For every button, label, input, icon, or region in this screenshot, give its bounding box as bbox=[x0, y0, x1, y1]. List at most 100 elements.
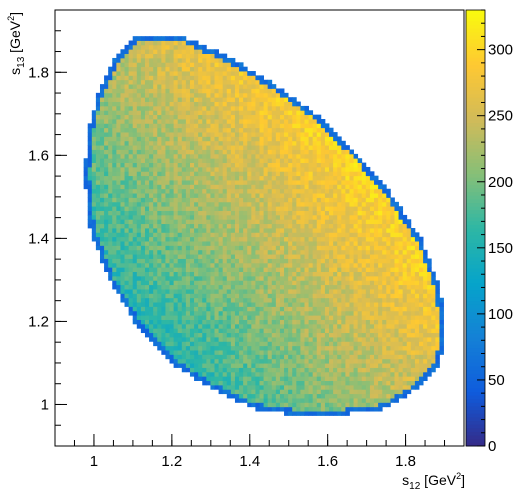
heatmap-cell bbox=[218, 232, 224, 238]
heatmap-cell bbox=[173, 140, 179, 146]
heatmap-cell bbox=[161, 149, 166, 155]
heatmap-cell bbox=[124, 119, 130, 124]
heatmap-cell bbox=[414, 232, 420, 238]
heatmap-cell bbox=[390, 293, 395, 299]
heatmap-cell bbox=[239, 119, 244, 124]
heatmap-cell bbox=[202, 245, 207, 251]
heatmap-cell bbox=[243, 101, 248, 107]
heatmap-cell bbox=[406, 249, 412, 255]
heatmap-cell bbox=[431, 297, 436, 303]
heatmap-cell bbox=[116, 245, 121, 251]
heatmap-cell bbox=[181, 358, 187, 364]
heatmap-cell bbox=[153, 323, 158, 329]
heatmap-cell bbox=[402, 354, 408, 360]
heatmap-cell bbox=[259, 119, 264, 124]
heatmap-cell bbox=[304, 162, 309, 168]
heatmap-cell bbox=[120, 228, 125, 233]
heatmap-cell bbox=[222, 271, 228, 277]
heatmap-cell bbox=[374, 188, 379, 194]
heatmap-cell bbox=[288, 228, 293, 233]
heatmap-cell bbox=[288, 184, 293, 190]
heatmap-cell bbox=[234, 371, 240, 377]
heatmap-cell bbox=[234, 376, 240, 381]
heatmap-cell bbox=[361, 341, 367, 347]
heatmap-cell bbox=[247, 350, 252, 355]
heatmap-cell bbox=[402, 376, 408, 381]
heatmap-cell bbox=[333, 175, 338, 181]
heatmap-cell bbox=[324, 193, 330, 198]
heatmap-cell bbox=[271, 228, 277, 233]
heatmap-cell bbox=[275, 406, 281, 412]
heatmap-cell bbox=[300, 337, 305, 342]
heatmap-cell bbox=[378, 384, 383, 390]
heatmap-cell bbox=[329, 162, 334, 168]
heatmap-cell bbox=[259, 153, 264, 159]
heatmap-cell bbox=[165, 149, 170, 155]
heatmap-cell bbox=[99, 136, 105, 142]
heatmap-cell bbox=[337, 393, 342, 399]
heatmap-cell bbox=[202, 180, 207, 185]
heatmap-cell bbox=[165, 345, 170, 351]
heatmap-cell bbox=[149, 275, 154, 281]
heatmap-cell bbox=[423, 271, 428, 277]
heatmap-cell bbox=[439, 332, 444, 338]
heatmap-cell bbox=[275, 245, 281, 251]
heatmap-cell bbox=[222, 210, 228, 216]
heatmap-cell bbox=[161, 254, 166, 259]
heatmap-cell bbox=[320, 280, 326, 286]
heatmap-cell bbox=[320, 171, 326, 177]
heatmap-cell bbox=[308, 132, 314, 137]
heatmap-cell bbox=[218, 289, 224, 294]
heatmap-cell bbox=[279, 354, 285, 360]
heatmap-cell bbox=[194, 123, 199, 129]
heatmap-cell bbox=[239, 358, 244, 364]
heatmap-cell bbox=[136, 193, 142, 198]
heatmap-cell bbox=[128, 206, 134, 211]
heatmap-cell bbox=[198, 214, 203, 220]
heatmap-cell bbox=[288, 232, 293, 238]
heatmap-cell bbox=[267, 162, 273, 168]
heatmap-cell bbox=[120, 241, 125, 246]
heatmap-cell bbox=[185, 132, 191, 137]
heatmap-cell bbox=[402, 245, 408, 251]
heatmap-cell bbox=[177, 302, 183, 307]
heatmap-cell bbox=[365, 258, 371, 264]
heatmap-cell bbox=[378, 223, 383, 229]
heatmap-cell bbox=[87, 166, 93, 172]
heatmap-cell bbox=[112, 258, 117, 264]
heatmap-cell bbox=[267, 180, 273, 185]
heatmap-cell bbox=[271, 197, 277, 203]
heatmap-cell bbox=[394, 328, 399, 334]
heatmap-cell bbox=[120, 110, 125, 116]
heatmap-cell bbox=[153, 110, 158, 116]
heatmap-cell bbox=[222, 223, 228, 229]
heatmap-cell bbox=[427, 284, 432, 290]
heatmap-cell bbox=[435, 319, 440, 325]
heatmap-cell bbox=[398, 371, 404, 377]
heatmap-cell bbox=[402, 302, 408, 307]
heatmap-cell bbox=[394, 319, 399, 325]
heatmap-cell bbox=[271, 280, 277, 286]
heatmap-cell bbox=[239, 289, 244, 294]
heatmap-cell bbox=[157, 267, 162, 272]
heatmap-cell bbox=[427, 289, 432, 294]
heatmap-cell bbox=[218, 358, 224, 364]
heatmap-cell bbox=[353, 306, 359, 312]
heatmap-cell bbox=[112, 254, 117, 259]
heatmap-cell bbox=[406, 371, 412, 377]
heatmap-cell bbox=[239, 158, 244, 163]
heatmap-cell bbox=[378, 358, 383, 364]
heatmap-cell bbox=[267, 323, 273, 329]
heatmap-cell bbox=[279, 275, 285, 281]
heatmap-cell bbox=[255, 380, 260, 386]
heatmap-cell bbox=[284, 398, 289, 403]
heatmap-cell bbox=[288, 210, 293, 216]
heatmap-cell bbox=[194, 214, 199, 220]
heatmap-cell bbox=[206, 219, 211, 225]
heatmap-cell bbox=[275, 315, 281, 320]
heatmap-cell bbox=[304, 267, 309, 272]
heatmap-cell bbox=[214, 328, 219, 334]
heatmap-cell bbox=[173, 105, 179, 111]
heatmap-cell bbox=[104, 232, 109, 238]
heatmap-cell bbox=[177, 110, 183, 116]
